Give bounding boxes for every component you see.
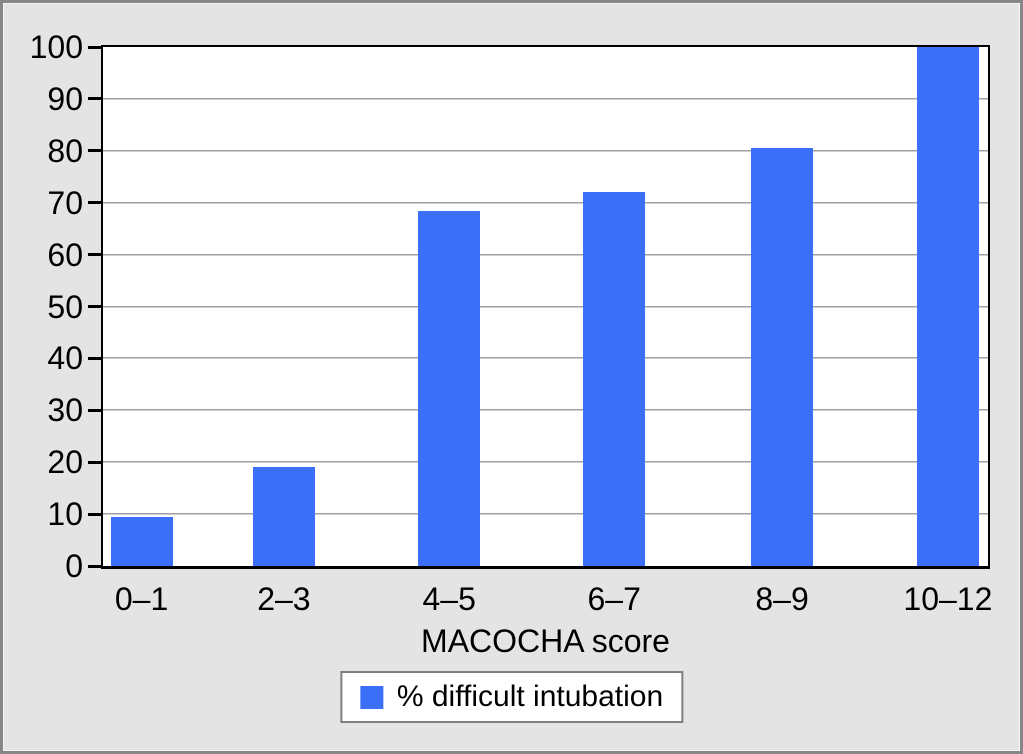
bar-2–3	[252, 467, 315, 566]
legend-label: % difficult intubation	[396, 680, 664, 713]
x-axis-title: MACOCHA score	[421, 623, 670, 659]
y-axis-tick-label: 40	[47, 340, 83, 377]
gridline-20	[103, 461, 988, 464]
y-axis-tick-mark	[88, 460, 102, 464]
y-axis-tick-mark	[88, 356, 102, 360]
gridline-60	[103, 253, 988, 256]
gridline-90	[103, 97, 988, 100]
y-axis-tick-label: 90	[47, 80, 83, 117]
bar-8–9	[751, 148, 814, 566]
gridline-50	[103, 305, 988, 308]
y-axis-tick-label: 70	[47, 184, 83, 221]
gridline-10	[103, 513, 988, 516]
y-axis-tick-mark	[88, 149, 102, 153]
y-axis-tick-label: 0	[65, 548, 83, 584]
y-axis-tick-mark	[88, 97, 102, 101]
legend-swatch-icon	[359, 685, 383, 709]
y-axis-tick-label: 50	[47, 288, 83, 325]
gridline-40	[103, 357, 988, 360]
y-axis-tick-mark	[88, 512, 102, 516]
bar-6–7	[583, 192, 646, 566]
x-axis-tick-label: 2–3	[257, 581, 311, 617]
bar-10–12	[916, 47, 979, 566]
gridline-80	[103, 149, 988, 152]
plot-area	[101, 45, 990, 569]
x-axis-tick-label: 0–1	[114, 581, 169, 617]
y-axis-tick-label: 30	[47, 392, 83, 429]
y-axis-tick-label: 20	[47, 444, 83, 481]
y-axis-tick-label: 60	[47, 236, 83, 273]
gridline-30	[103, 409, 988, 412]
x-axis-tick-label: 4–5	[422, 581, 476, 617]
gridline-70	[103, 201, 988, 204]
y-axis-tick-label: 10	[47, 496, 83, 533]
legend: % difficult intubation	[339, 671, 684, 723]
y-axis-tick-mark	[88, 408, 102, 412]
bar-0–1	[110, 516, 173, 566]
y-axis-tick-label: 100	[29, 29, 83, 65]
y-axis-tick-mark	[88, 45, 102, 49]
y-axis-tick-mark	[88, 253, 102, 257]
x-axis-tick-label: 6–7	[587, 581, 641, 617]
x-axis-tick-label: 10–12	[903, 581, 993, 617]
y-axis-tick-label: 80	[47, 132, 83, 169]
bar-4–5	[418, 210, 481, 566]
y-axis-tick-mark	[88, 201, 102, 205]
y-axis-tick-mark	[88, 564, 102, 568]
y-axis-tick-mark	[88, 305, 102, 308]
x-axis-tick-label: 8–9	[755, 581, 809, 617]
